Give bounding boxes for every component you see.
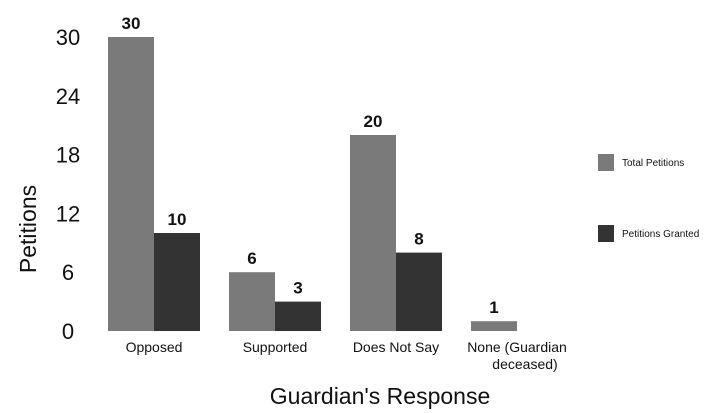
legend-swatch <box>598 154 614 171</box>
data-label: 30 <box>122 14 141 33</box>
y-tick-label: 12 <box>56 201 80 226</box>
x-axis-ticks: Opposed Supported Does Not Say None (Guardi… <box>126 339 567 372</box>
bar-total-3 <box>471 321 517 331</box>
legend: Total Petitions Petitions Granted <box>598 154 699 242</box>
y-axis-title: Petitions <box>15 185 41 273</box>
y-tick-label: 18 <box>56 143 80 168</box>
data-label: 8 <box>414 230 423 249</box>
data-label: 6 <box>247 249 256 268</box>
bar-granted-1 <box>275 301 321 331</box>
legend-swatch <box>598 225 614 242</box>
x-tick-label: Opposed <box>126 339 183 355</box>
x-axis-title: Guardian's Response <box>270 383 490 409</box>
bar-data-labels: 30 6 20 1 10 3 8 <box>122 14 499 317</box>
y-tick-label: 6 <box>62 260 74 285</box>
y-axis-ticks: 0 6 12 18 24 30 <box>56 25 80 344</box>
data-label: 3 <box>293 279 302 298</box>
legend-label: Petitions Granted <box>622 229 699 240</box>
y-tick-label: 0 <box>62 319 74 344</box>
bar-granted-0 <box>154 233 200 331</box>
data-label: 20 <box>364 112 383 131</box>
y-tick-label: 24 <box>56 84 80 109</box>
y-tick-label: 30 <box>56 25 80 50</box>
data-label: 10 <box>168 210 187 229</box>
bar-granted-2 <box>396 252 442 331</box>
bar-total-1 <box>229 272 275 331</box>
x-tick-label: Supported <box>243 339 308 355</box>
data-label: 1 <box>489 298 498 317</box>
legend-label: Total Petitions <box>622 158 684 169</box>
x-tick-label: None (Guardian deceased) <box>467 339 567 372</box>
bars <box>108 37 517 331</box>
bar-total-0 <box>108 37 154 331</box>
bar-total-2 <box>350 135 396 331</box>
x-tick-label: Does Not Say <box>353 339 439 355</box>
